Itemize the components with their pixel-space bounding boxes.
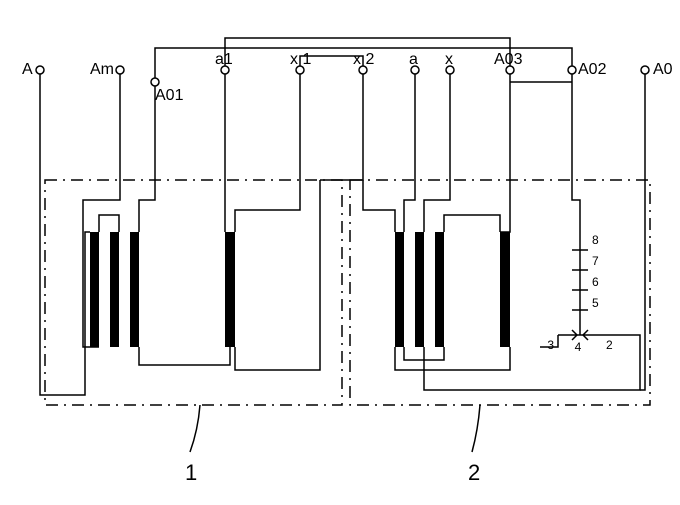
wire — [320, 70, 363, 180]
terminal-a01 — [151, 78, 159, 86]
terminal-a0 — [641, 66, 649, 74]
terminal-label: Am — [90, 61, 114, 78]
winding-bar — [435, 232, 444, 347]
tap-label-right: 2 — [606, 338, 613, 352]
wire — [500, 70, 510, 232]
wire — [424, 347, 640, 390]
wire — [99, 215, 119, 232]
wire — [139, 347, 230, 365]
winding-bar — [130, 232, 139, 347]
wire — [139, 82, 155, 232]
enclosure-left — [45, 180, 342, 405]
wire — [363, 180, 395, 232]
terminal-label: A03 — [494, 51, 523, 68]
callout-label: 2 — [468, 460, 480, 485]
terminal-label: A01 — [155, 87, 184, 104]
tap-number: 5 — [592, 296, 599, 310]
winding-bar — [90, 232, 99, 347]
terminal-label: x 1 — [290, 51, 311, 68]
winding-bar — [500, 232, 510, 347]
callout-curve — [190, 405, 200, 452]
terminal-label: x 2 — [353, 51, 374, 68]
wire — [235, 70, 300, 232]
terminal-am — [116, 66, 124, 74]
terminal-label: A0 — [653, 61, 673, 78]
tap-number: 6 — [592, 275, 599, 289]
terminal-a02 — [568, 66, 576, 74]
tap-number: 7 — [592, 254, 599, 268]
tap-label-left: 3 — [547, 338, 554, 352]
winding-bar — [225, 232, 235, 347]
wire — [395, 347, 510, 370]
wire — [424, 70, 450, 232]
callout-label: 1 — [185, 460, 197, 485]
wire — [404, 70, 415, 232]
tap-label-mid: 4 — [575, 340, 582, 354]
terminal-label: a1 — [215, 51, 233, 68]
tap-number: 8 — [592, 233, 599, 247]
terminal-label: x — [445, 51, 453, 68]
terminal-label: a — [409, 51, 418, 68]
wire — [444, 215, 500, 232]
callout-curve — [472, 405, 480, 452]
wire — [572, 70, 580, 235]
terminal-label: A02 — [578, 61, 607, 78]
winding-bar — [110, 232, 119, 347]
winding-bar — [395, 232, 404, 347]
winding-bar — [415, 232, 424, 347]
terminal-label: A — [22, 61, 33, 78]
terminal-a — [36, 66, 44, 74]
wire — [235, 180, 320, 370]
